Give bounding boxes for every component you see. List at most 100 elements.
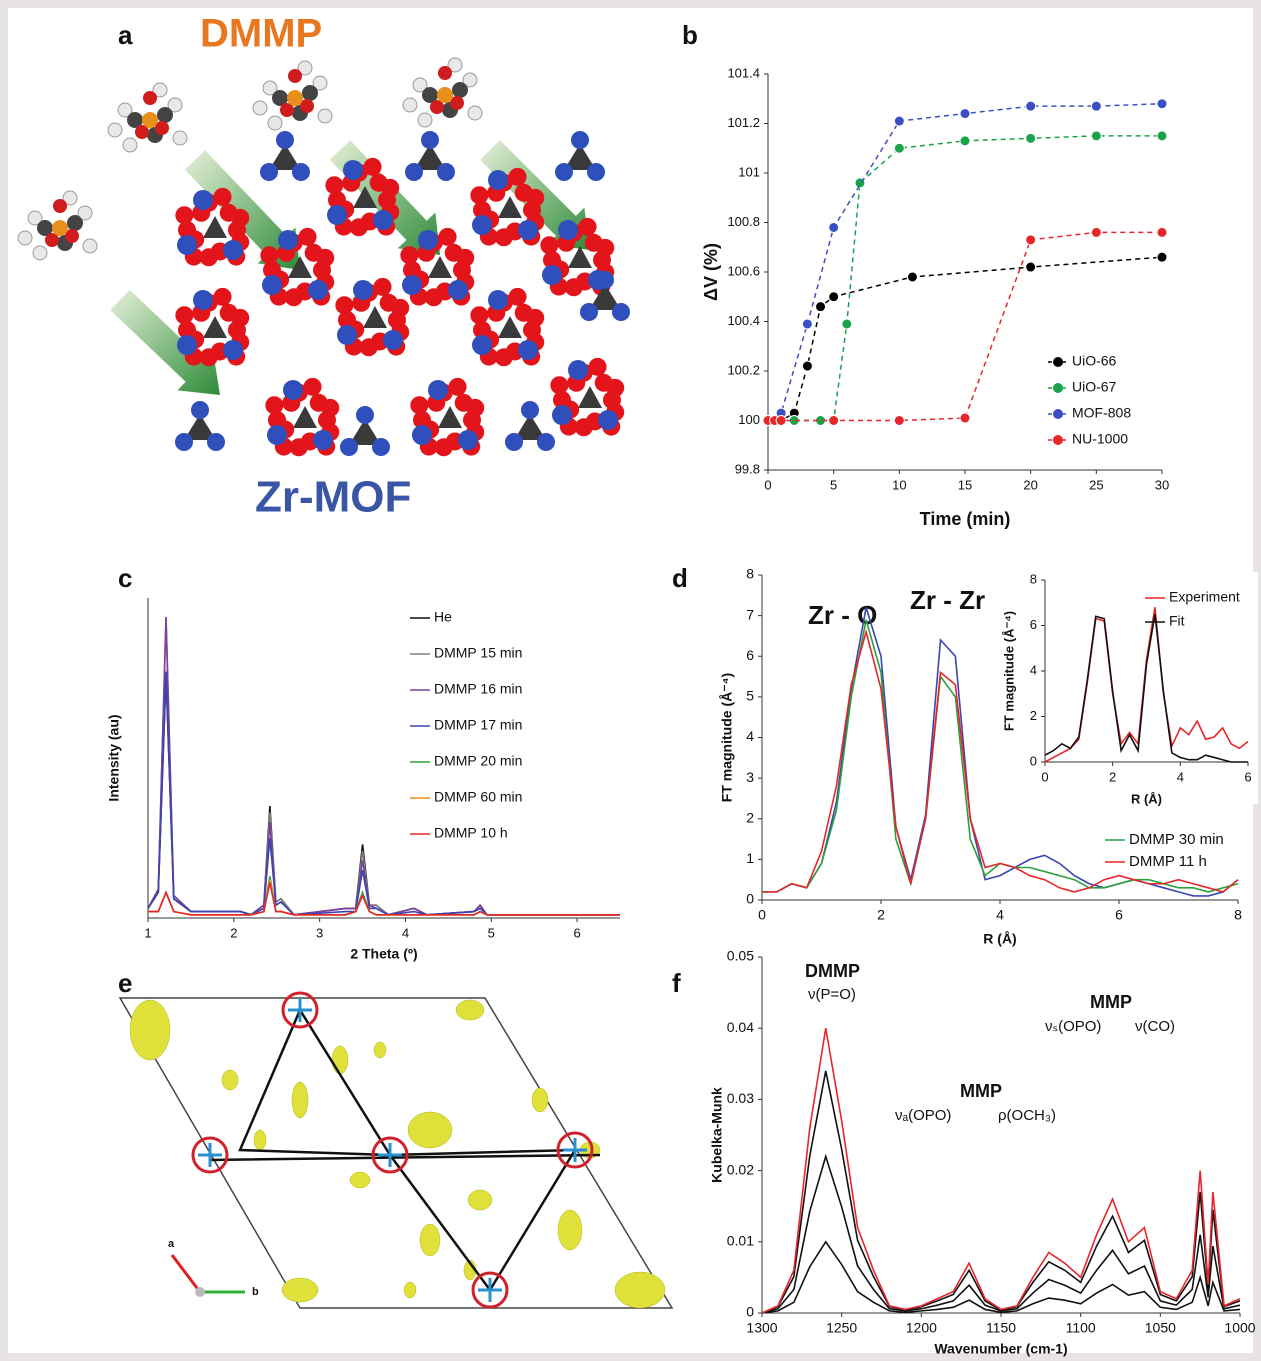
atom [337,325,357,345]
axis-origin [195,1287,205,1297]
atom [374,278,392,296]
data-point [802,361,812,371]
data-point [1091,101,1101,111]
atom [449,378,467,396]
isosurface [282,1278,318,1302]
atom [177,235,197,255]
legend-label: UiO-66 [1072,353,1117,369]
framework-title: Zr-MOF [255,473,411,522]
atom [587,163,605,181]
atom [53,199,67,213]
atom [288,69,302,83]
y-tick-label: 101 [738,164,760,179]
atom [157,107,173,123]
panel-label: d [672,563,688,593]
panel-label: c [118,563,132,593]
annotation: Zr - Zr [910,585,985,615]
atom [437,163,455,181]
data-point [1157,131,1167,141]
atom [466,399,484,417]
data-point [1026,133,1036,143]
isosurface [615,1272,665,1308]
x-tick-label: 25 [1089,477,1103,492]
annotation: MMP [1090,992,1132,1012]
isosurface [456,1000,484,1020]
atom [537,433,555,451]
y-tick-label: 4 [1030,662,1037,677]
atom [231,309,249,327]
atom [268,116,282,130]
data-point [894,416,904,426]
atom [550,376,568,394]
atom [372,438,390,456]
x-axis-label: R (Å) [983,931,1016,947]
x-tick-label: 4 [996,907,1004,923]
atom [177,335,197,355]
y-tick-label: 0 [746,1304,754,1320]
atom [260,163,278,181]
atom [253,101,267,115]
atom [278,230,298,250]
data-point [776,416,786,426]
data-point [829,416,839,426]
atom [193,290,213,310]
isosurface [222,1070,238,1090]
isosurface [350,1172,370,1188]
atom [579,218,597,236]
atom [283,380,303,400]
atom [302,85,318,101]
atom [571,131,589,149]
inset-background [1000,572,1258,804]
atom [231,209,249,227]
atom [391,299,409,317]
atom [518,340,538,360]
atom [175,206,193,224]
axis-label: b [252,1286,259,1298]
atom [214,288,232,306]
data-point [816,302,826,312]
legend-label: DMMP 16 min [434,681,522,697]
x-tick-label: 20 [1023,477,1037,492]
x-tick-label: 1150 [986,1320,1016,1336]
legend-label: MOF-808 [1072,405,1131,421]
y-tick-label: 100.8 [727,214,760,229]
isosurface [332,1046,348,1074]
atom [558,220,578,240]
atom [418,113,432,127]
x-tick-label: 1200 [906,1320,937,1336]
molecule-title: DMMP [200,12,322,56]
y-tick-label: 100 [738,412,760,427]
atom [223,340,243,360]
atom [568,360,588,380]
y-tick-label: 0.02 [727,1161,754,1177]
atom [403,98,417,112]
chart: 024602468R (Å)FT magnitude (Å⁻⁴)Experime… [1000,571,1258,806]
atom [265,396,283,414]
y-tick-label: 100.4 [727,313,760,328]
y-tick-label: 0.03 [727,1090,754,1106]
y-tick-label: 8 [1030,571,1037,586]
atom [191,401,209,419]
atom [428,380,448,400]
y-axis-label: FT magnitude (Å⁻⁴) [719,673,735,802]
annotation: DMMP [805,961,860,981]
atom [292,163,310,181]
data-point [1157,99,1167,109]
atom [470,306,488,324]
panel-label: f [672,968,681,998]
atom [472,215,492,235]
legend-label: NU-1000 [1072,431,1128,447]
data-point [907,272,917,282]
atom [468,106,482,120]
legend-label: He [434,609,452,625]
atom [223,240,243,260]
isosurface [558,1210,582,1250]
atom [555,163,573,181]
x-tick-label: 5 [830,477,837,492]
atom [521,401,539,419]
data-point [829,292,839,302]
data-point [1091,131,1101,141]
isosurface [408,1112,452,1148]
y-tick-label: 100.2 [727,362,760,377]
x-tick-label: 1300 [746,1320,777,1336]
